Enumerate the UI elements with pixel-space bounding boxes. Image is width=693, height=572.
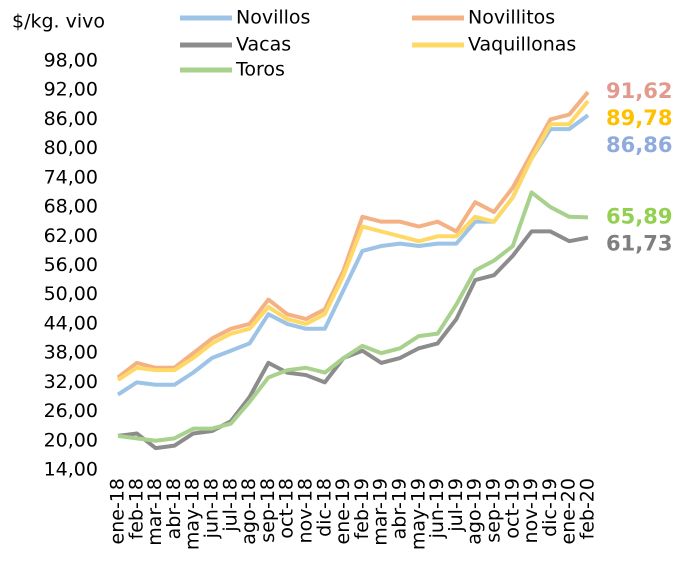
y-tick-label: 98,00 <box>44 50 98 72</box>
legend-label: Novillos <box>236 7 310 29</box>
y-tick-label: 44,00 <box>44 312 98 334</box>
series-line <box>117 190 589 443</box>
legend-label: Novillitos <box>468 7 555 29</box>
y-tick-label: 50,00 <box>44 283 98 305</box>
value-label: 89,78 <box>606 106 672 130</box>
y-tick-label: 56,00 <box>44 254 98 276</box>
series-line <box>117 229 589 451</box>
x-tick-label: jun-18 <box>201 478 223 539</box>
y-tick-label: 86,00 <box>44 108 98 130</box>
x-tick-label: dic-19 <box>539 478 561 537</box>
x-tick-label: jun-19 <box>426 478 448 539</box>
series-line <box>116 99 590 382</box>
value-label: 65,89 <box>606 204 672 228</box>
y-tick-label: 80,00 <box>44 137 98 159</box>
x-tick-label: jul-19 <box>445 478 467 533</box>
x-tick-label: sep-18 <box>257 478 279 543</box>
x-tick-label: may-18 <box>182 478 204 550</box>
legend-label: Vaquillonas <box>468 34 576 56</box>
y-axis-label: $/kg. vivo <box>12 11 105 33</box>
y-tick-label: 62,00 <box>44 225 98 247</box>
series-line <box>116 90 590 380</box>
x-tick-label: nov-18 <box>295 478 317 543</box>
legend-label: Vacas <box>236 34 291 56</box>
legend-label: Toros <box>235 59 285 81</box>
x-tick-label: ene-18 <box>107 478 129 544</box>
x-tick-label: oct-19 <box>501 478 523 539</box>
x-tick-label: jul-18 <box>219 478 241 533</box>
y-tick-label: 14,00 <box>44 459 98 481</box>
x-tick-label: feb-19 <box>351 478 373 539</box>
x-tick-label: ene-19 <box>332 478 354 544</box>
x-tick-label: mar-18 <box>144 478 166 546</box>
x-tick-label: ago-18 <box>238 478 260 545</box>
y-tick-label: 20,00 <box>44 429 98 451</box>
x-tick-label: sep-19 <box>483 478 505 543</box>
y-tick-label: 38,00 <box>44 342 98 364</box>
x-tick-label: oct-18 <box>276 478 298 539</box>
y-tick-label: 32,00 <box>44 371 98 393</box>
x-tick-label: dic-18 <box>313 478 335 537</box>
y-tick-label: 68,00 <box>44 196 98 218</box>
y-tick-label: 26,00 <box>44 400 98 422</box>
x-tick-label: abr-19 <box>389 478 411 539</box>
x-tick-label: ago-19 <box>464 478 486 545</box>
x-tick-label: ene-20 <box>558 478 580 544</box>
y-tick-label: 92,00 <box>44 79 98 101</box>
x-tick-label: mar-19 <box>370 478 392 546</box>
x-tick-label: abr-18 <box>163 478 185 539</box>
value-label: 61,73 <box>606 231 672 255</box>
value-label: 86,86 <box>606 133 672 157</box>
value-label: 91,62 <box>606 79 672 103</box>
x-tick-label: feb-20 <box>577 478 599 539</box>
y-tick-label: 74,00 <box>44 166 98 188</box>
x-tick-label: may-19 <box>407 478 429 550</box>
x-tick-label: feb-18 <box>125 478 147 539</box>
x-tick-label: nov-19 <box>520 478 542 543</box>
